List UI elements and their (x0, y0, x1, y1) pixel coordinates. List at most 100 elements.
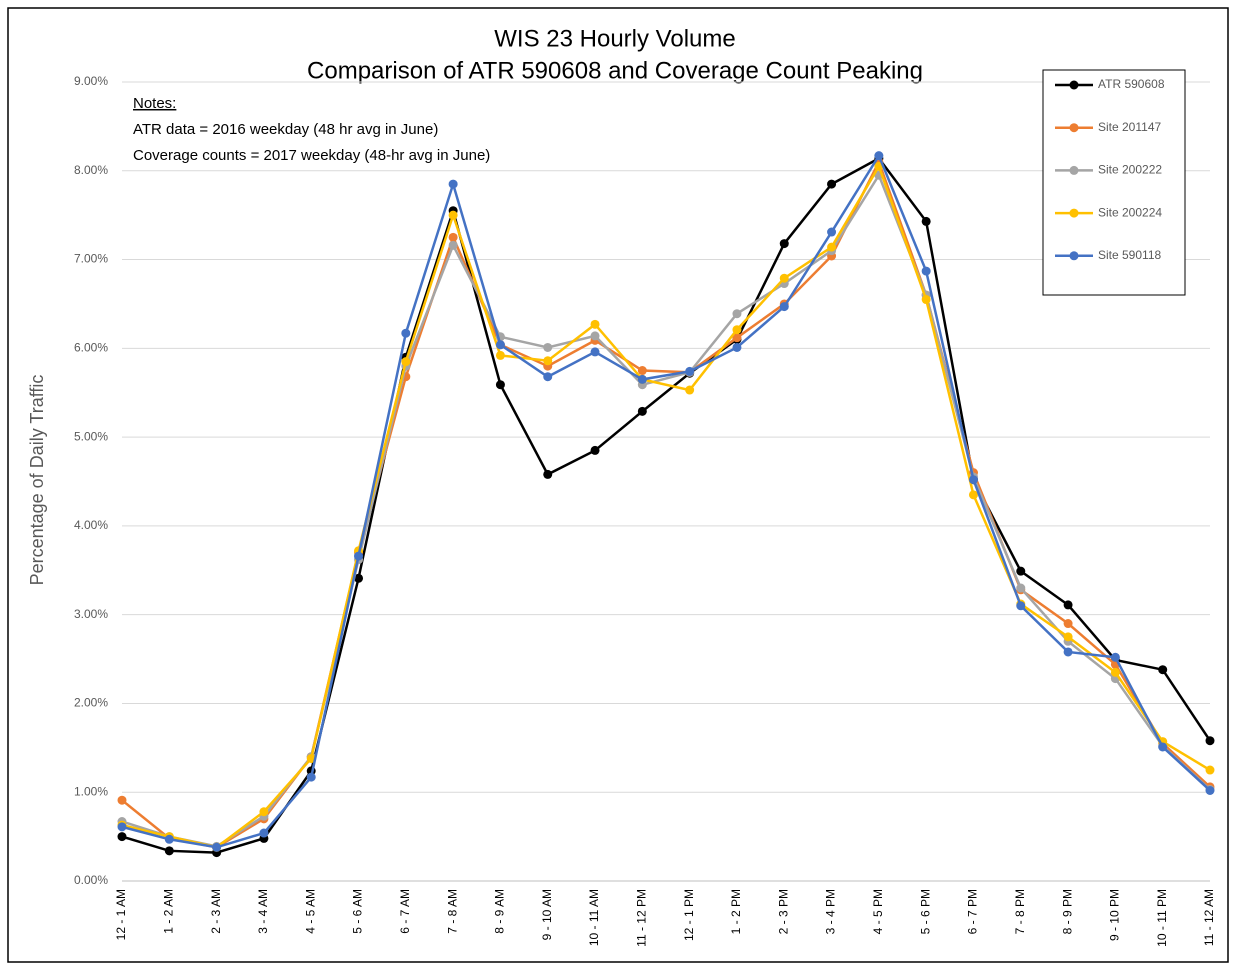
x-tick-label: 6 - 7 PM (966, 889, 980, 934)
legend-label: ATR 590608 (1098, 77, 1165, 91)
data-point (117, 832, 127, 842)
y-tick-label: 5.00% (74, 429, 108, 443)
data-point (637, 406, 647, 416)
data-point (401, 357, 411, 367)
data-point (448, 179, 458, 189)
data-point (259, 807, 269, 817)
legend-marker (1069, 123, 1079, 133)
y-tick-label: 9.00% (74, 74, 108, 88)
y-tick-label: 3.00% (74, 607, 108, 621)
chart-subtitle: Comparison of ATR 590608 and Coverage Co… (307, 57, 923, 84)
x-tick-label: 9 - 10 AM (540, 889, 554, 940)
data-point (1016, 566, 1026, 576)
legend-marker (1069, 165, 1079, 175)
data-point (164, 846, 174, 856)
y-tick-label: 0.00% (74, 873, 108, 887)
data-point (590, 347, 600, 357)
y-tick-label: 1.00% (74, 784, 108, 798)
note: ATR data = 2016 weekday (48 hr avg in Ju… (133, 121, 438, 138)
legend-label: Site 200224 (1098, 205, 1162, 219)
data-point (590, 331, 600, 341)
data-point (1205, 736, 1215, 746)
data-point (117, 822, 127, 832)
legend-label: Site 590118 (1098, 248, 1161, 262)
data-point (1205, 765, 1215, 775)
data-point (1110, 667, 1120, 677)
data-point (401, 328, 411, 338)
x-tick-label: 10 - 11 PM (1155, 889, 1169, 947)
data-point (495, 380, 505, 390)
data-point (448, 232, 458, 242)
chart-border (7, 7, 1229, 963)
x-tick-label: 7 - 8 AM (445, 889, 459, 934)
x-tick-label: 3 - 4 AM (256, 889, 270, 934)
series (117, 151, 1215, 852)
data-point (732, 333, 742, 343)
data-point (1205, 785, 1215, 795)
data-point (259, 828, 269, 838)
legend-marker (1069, 80, 1079, 90)
data-point (827, 179, 837, 189)
note: Notes: (133, 95, 176, 112)
x-tick-label: 8 - 9 AM (493, 889, 507, 934)
data-point (637, 366, 647, 376)
data-point (827, 242, 837, 252)
x-tick-label: 4 - 5 AM (303, 889, 317, 934)
data-point (921, 266, 931, 276)
x-tick-label: 6 - 7 AM (398, 889, 412, 934)
y-tick-label: 8.00% (74, 163, 108, 177)
data-point (590, 445, 600, 455)
x-tick-label: 5 - 6 PM (918, 889, 932, 934)
data-point (1063, 632, 1073, 642)
data-point (779, 302, 789, 312)
x-tick-label: 1 - 2 PM (729, 889, 743, 934)
note: Coverage counts = 2017 weekday (48-hr av… (133, 147, 490, 164)
data-point (921, 216, 931, 226)
x-tick-label: 12 - 1 AM (114, 889, 128, 940)
data-point (354, 573, 364, 583)
data-point (1110, 652, 1120, 662)
data-point (1158, 665, 1168, 675)
x-tick-label: 5 - 6 AM (351, 889, 365, 934)
chart-title: WIS 23 Hourly Volume (494, 25, 735, 52)
data-point (874, 151, 884, 161)
data-point (164, 834, 174, 844)
legend-marker (1069, 251, 1079, 261)
x-tick-label: 4 - 5 PM (871, 889, 885, 934)
data-point (543, 469, 553, 479)
series-line (121, 163, 1211, 849)
data-point (543, 356, 553, 366)
data-point (212, 842, 222, 852)
x-tick-label: 3 - 4 PM (824, 889, 838, 934)
x-tick-label: 2 - 3 PM (776, 889, 790, 934)
data-point (1016, 601, 1026, 611)
y-tick-label: 6.00% (74, 341, 108, 355)
y-tick-label: 2.00% (74, 696, 108, 710)
data-point (732, 309, 742, 319)
data-point (732, 325, 742, 335)
data-point (354, 551, 364, 561)
x-tick-label: 8 - 9 PM (1060, 889, 1074, 934)
legend-box (1042, 69, 1186, 296)
series-line (121, 152, 1211, 849)
data-point (495, 350, 505, 360)
y-axis-label: Percentage of Daily Traffic (27, 375, 47, 586)
x-tick-label: 11 - 12 PM (635, 889, 649, 947)
data-point (590, 319, 600, 329)
y-tick-label: 4.00% (74, 518, 108, 532)
data-point (779, 239, 789, 249)
data-point (1063, 619, 1073, 629)
x-tick-label: 9 - 10 PM (1108, 889, 1122, 941)
data-point (968, 490, 978, 500)
data-point (448, 210, 458, 220)
x-tick-label: 2 - 3 AM (209, 889, 223, 934)
legend-marker (1069, 208, 1079, 218)
data-point (1016, 583, 1026, 593)
data-point (495, 340, 505, 350)
data-point (968, 475, 978, 485)
y-tick-label: 7.00% (74, 252, 108, 266)
x-tick-label: 1 - 2 AM (161, 889, 175, 934)
data-point (543, 372, 553, 382)
data-point (1063, 600, 1073, 610)
